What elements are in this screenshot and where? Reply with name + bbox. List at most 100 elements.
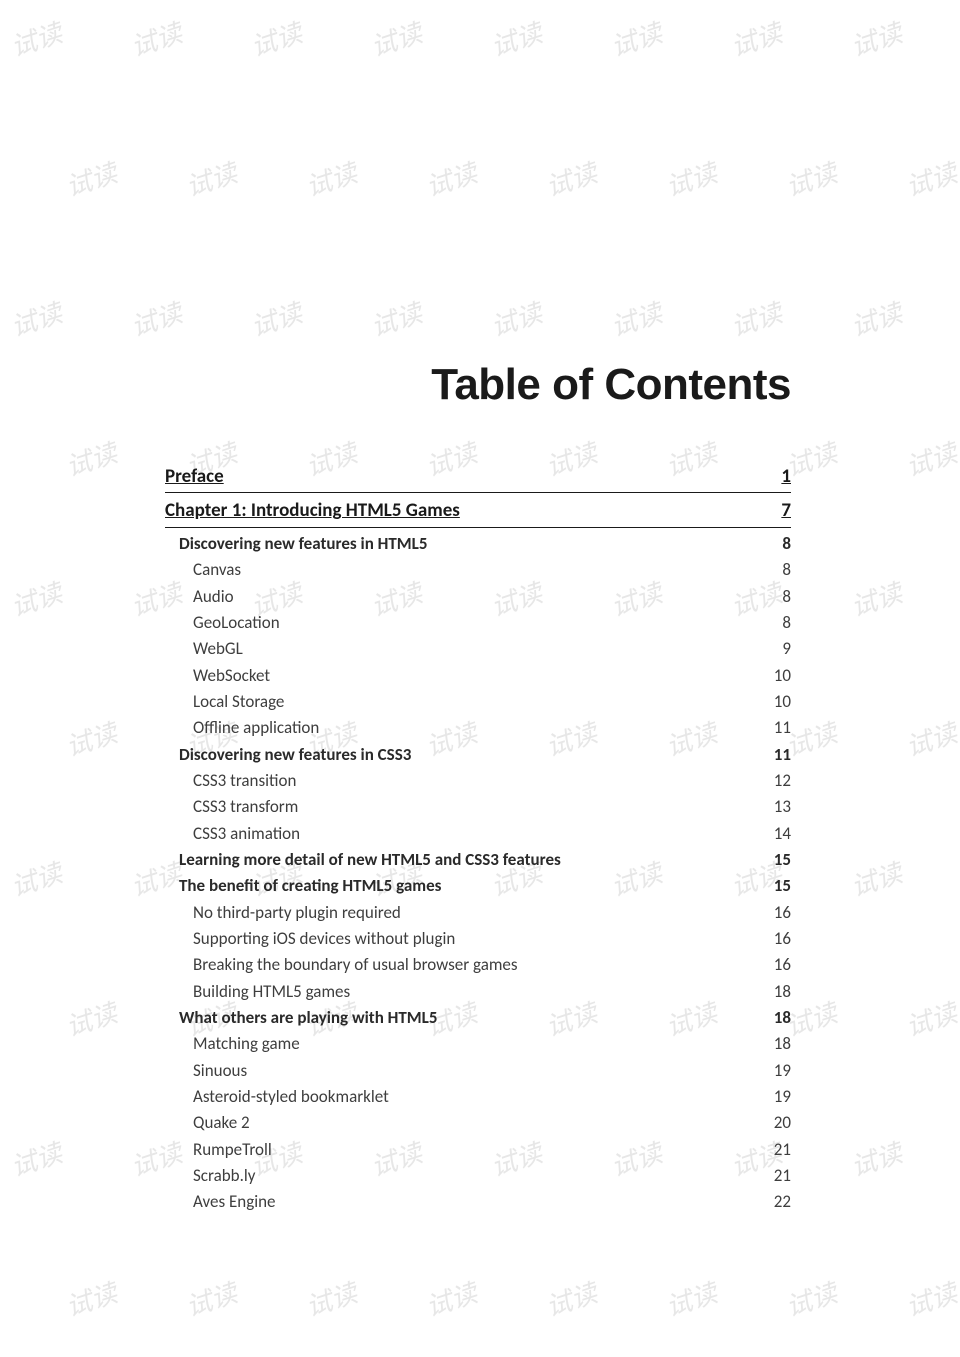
toc-entry-label: The benefit of creating HTML5 games <box>179 873 751 899</box>
toc-entry-label: Preface <box>165 462 751 491</box>
watermark-text: 试读 <box>6 13 67 64</box>
toc-entry-label: WebSocket <box>193 663 751 689</box>
toc-entry-label: Discovering new features in HTML5 <box>179 531 751 557</box>
toc-entry-page: 11 <box>751 715 791 741</box>
toc-entry-label: Sinuous <box>193 1058 751 1084</box>
toc-entry-label: Canvas <box>193 557 751 583</box>
toc-entry: Discovering new features in CSS311 <box>165 742 791 768</box>
watermark-text: 试读 <box>246 293 307 344</box>
watermark-text: 试读 <box>901 433 960 484</box>
toc-entry-label: CSS3 transform <box>193 794 751 820</box>
watermark-text: 试读 <box>486 293 547 344</box>
toc-entry-page: 15 <box>751 847 791 873</box>
watermark-text: 试读 <box>661 1273 722 1324</box>
toc-entry-page: 19 <box>751 1084 791 1110</box>
toc-entry-label: Chapter 1: Introducing HTML5 Games <box>165 496 751 525</box>
toc-entry-page: 16 <box>751 952 791 978</box>
toc-entry-label: Offline application <box>193 715 751 741</box>
toc-entry-page: 12 <box>751 768 791 794</box>
watermark-text: 试读 <box>301 153 362 204</box>
toc-entry-page: 8 <box>751 584 791 610</box>
toc-entry: WebGL9 <box>165 636 791 662</box>
watermark-text: 试读 <box>126 13 187 64</box>
watermark-text: 试读 <box>366 293 427 344</box>
watermark-text: 试读 <box>846 853 907 904</box>
watermark-text: 试读 <box>246 13 307 64</box>
watermark-text: 试读 <box>846 13 907 64</box>
toc-entry-page: 18 <box>751 1031 791 1057</box>
watermark-text: 试读 <box>366 13 427 64</box>
watermark-text: 试读 <box>661 153 722 204</box>
watermark-text: 试读 <box>61 993 122 1044</box>
watermark-text: 试读 <box>781 1273 842 1324</box>
toc-entry-page: 10 <box>751 689 791 715</box>
watermark-text: 试读 <box>846 293 907 344</box>
toc-entry: GeoLocation8 <box>165 610 791 636</box>
toc-entry: What others are playing with HTML518 <box>165 1005 791 1031</box>
toc-entry-page: 13 <box>751 794 791 820</box>
toc-entry-page: 21 <box>751 1163 791 1189</box>
toc-entry: No third-party plugin required16 <box>165 900 791 926</box>
toc-entry-page: 19 <box>751 1058 791 1084</box>
toc-entry: Sinuous19 <box>165 1058 791 1084</box>
toc-entry-page: 1 <box>751 462 791 491</box>
toc-entry-label: Asteroid-styled bookmarklet <box>193 1084 751 1110</box>
toc-entry-page: 21 <box>751 1137 791 1163</box>
toc-entry-page: 18 <box>751 979 791 1005</box>
watermark-text: 试读 <box>901 993 960 1044</box>
watermark-text: 试读 <box>486 13 547 64</box>
page-title: Table of Contents <box>165 360 791 410</box>
toc-entry-label: Scrabb.ly <box>193 1163 751 1189</box>
toc-entry-page: 16 <box>751 900 791 926</box>
watermark-text: 试读 <box>901 1273 960 1324</box>
watermark-text: 试读 <box>541 153 602 204</box>
toc-entry-label: Learning more detail of new HTML5 and CS… <box>179 847 751 873</box>
toc-entry-page: 11 <box>751 742 791 768</box>
toc-entry-label: Aves Engine <box>193 1189 751 1215</box>
toc-entry: RumpeTroll21 <box>165 1137 791 1163</box>
toc-entry-label: Supporting iOS devices without plugin <box>193 926 751 952</box>
watermark-text: 试读 <box>6 573 67 624</box>
toc-entry: Breaking the boundary of usual browser g… <box>165 952 791 978</box>
watermark-text: 试读 <box>6 293 67 344</box>
toc-entry: Canvas8 <box>165 557 791 583</box>
table-of-contents: Preface1Chapter 1: Introducing HTML5 Gam… <box>165 462 791 1216</box>
watermark-text: 试读 <box>421 153 482 204</box>
watermark-text: 试读 <box>781 153 842 204</box>
toc-entry-label: Quake 2 <box>193 1110 751 1136</box>
watermark-text: 试读 <box>606 293 667 344</box>
watermark-text: 试读 <box>421 1273 482 1324</box>
toc-entry-page: 9 <box>751 636 791 662</box>
toc-entry-label: Building HTML5 games <box>193 979 751 1005</box>
toc-entry-label: Matching game <box>193 1031 751 1057</box>
watermark-text: 试读 <box>901 153 960 204</box>
toc-entry: CSS3 transition12 <box>165 768 791 794</box>
watermark-text: 试读 <box>61 713 122 764</box>
watermark-text: 试读 <box>6 853 67 904</box>
toc-entry: Audio8 <box>165 584 791 610</box>
page-content: Table of Contents Preface1Chapter 1: Int… <box>165 360 791 1216</box>
toc-entry-page: 8 <box>751 557 791 583</box>
toc-entry: WebSocket10 <box>165 663 791 689</box>
toc-entry: Chapter 1: Introducing HTML5 Games7 <box>165 496 791 527</box>
toc-entry-label: RumpeTroll <box>193 1137 751 1163</box>
toc-entry: Supporting iOS devices without plugin16 <box>165 926 791 952</box>
toc-entry: Scrabb.ly21 <box>165 1163 791 1189</box>
toc-entry-page: 8 <box>751 610 791 636</box>
toc-entry-label: CSS3 animation <box>193 821 751 847</box>
watermark-text: 试读 <box>606 13 667 64</box>
watermark-text: 试读 <box>61 153 122 204</box>
toc-entry: Aves Engine22 <box>165 1189 791 1215</box>
toc-entry-page: 22 <box>751 1189 791 1215</box>
watermark-text: 试读 <box>726 293 787 344</box>
toc-entry-label: Discovering new features in CSS3 <box>179 742 751 768</box>
toc-entry: CSS3 animation14 <box>165 821 791 847</box>
toc-entry-page: 8 <box>751 531 791 557</box>
toc-entry: Asteroid-styled bookmarklet19 <box>165 1084 791 1110</box>
watermark-text: 试读 <box>846 1133 907 1184</box>
toc-entry: The benefit of creating HTML5 games15 <box>165 873 791 899</box>
toc-entry-page: 14 <box>751 821 791 847</box>
watermark-text: 试读 <box>846 573 907 624</box>
toc-entry: Learning more detail of new HTML5 and CS… <box>165 847 791 873</box>
toc-entry: Matching game18 <box>165 1031 791 1057</box>
